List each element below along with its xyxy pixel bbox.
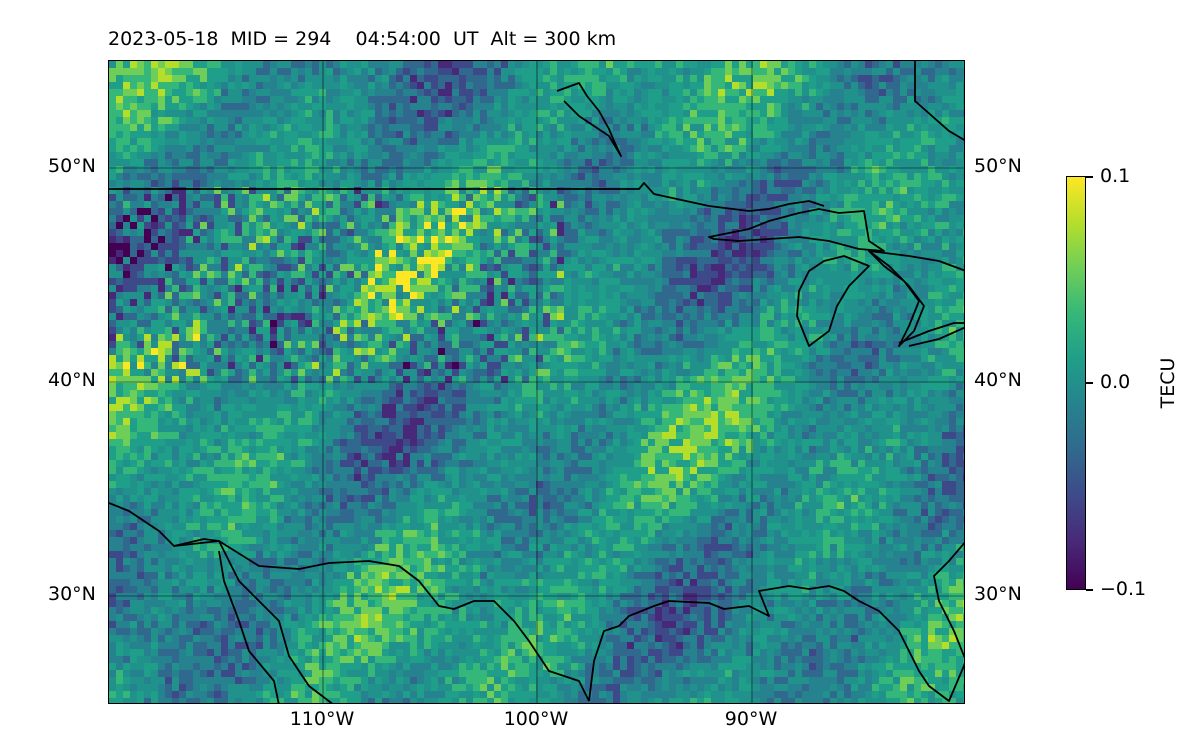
- plot-title: 2023-05-18 MID = 294 04:54:00 UT Alt = 3…: [108, 28, 617, 50]
- tec-map: [108, 60, 965, 704]
- lake-huron: [868, 250, 925, 347]
- lat-label-50-left: 50°N: [48, 155, 96, 177]
- lake-superior: [708, 208, 885, 252]
- lat-label-50-right: 50°N: [974, 155, 1022, 177]
- lon-label-100: 100°W: [503, 708, 569, 730]
- coast-florida: [933, 541, 964, 659]
- lake-michigan: [796, 255, 870, 347]
- lat-label-40-left: 40°N: [48, 369, 96, 391]
- map-svg: [109, 61, 964, 703]
- baja: [218, 550, 280, 703]
- border-us-mexico: [173, 540, 590, 702]
- lat-label-30-left: 30°N: [48, 583, 96, 605]
- lake-erie-ontario: [898, 322, 964, 347]
- lat-label-40-right: 40°N: [974, 369, 1022, 391]
- colorbar-tick-bottom: [1086, 589, 1093, 591]
- colorbar-label-zero: 0.0: [1100, 371, 1131, 393]
- colorbar-tick-mid: [1086, 382, 1093, 384]
- coast-ne: [914, 61, 964, 141]
- coast-west: [109, 502, 333, 703]
- border-us-canada: [109, 182, 825, 212]
- lon-label-90: 90°W: [724, 708, 778, 730]
- colorbar-label-min: −0.1: [1100, 578, 1147, 600]
- colorbar-label-max: 0.1: [1100, 165, 1131, 187]
- border-east: [868, 250, 964, 272]
- lon-label-110: 110°W: [289, 708, 355, 730]
- coast-hudson: [556, 82, 622, 157]
- coast-gulf: [588, 585, 964, 702]
- tec-field: [109, 61, 964, 703]
- lat-label-30-right: 30°N: [974, 583, 1022, 605]
- colorbar-title: TECU: [1157, 357, 1179, 409]
- gridlines: [109, 61, 964, 703]
- colorbar: [1066, 176, 1086, 590]
- colorbar-tick-top: [1086, 176, 1093, 178]
- coastlines-borders: [109, 61, 964, 703]
